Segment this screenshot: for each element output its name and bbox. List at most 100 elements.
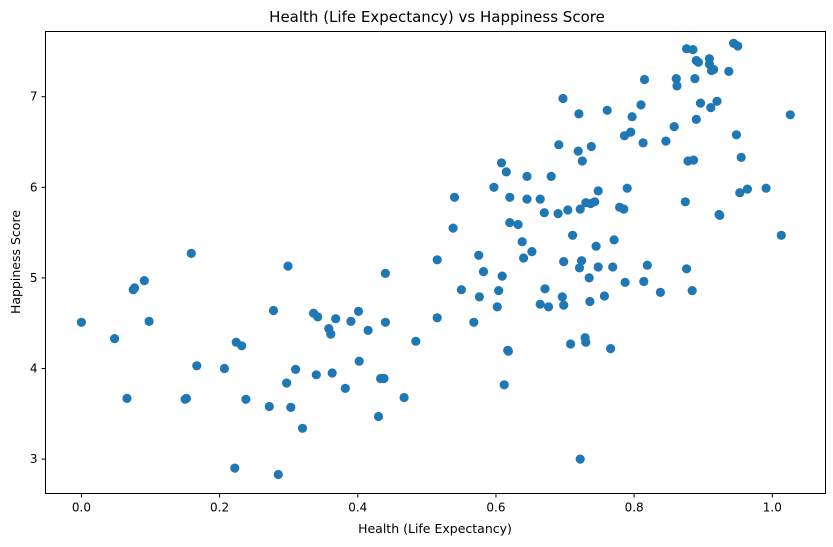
data-point xyxy=(122,393,132,403)
data-point xyxy=(379,373,389,384)
data-point xyxy=(497,271,507,281)
x-tick-label: 0.2 xyxy=(210,501,229,515)
data-point xyxy=(563,205,573,215)
data-point xyxy=(411,336,421,346)
data-point xyxy=(283,261,293,271)
data-point xyxy=(559,300,569,310)
data-point xyxy=(492,302,502,312)
data-point xyxy=(691,114,701,124)
data-point xyxy=(432,313,442,323)
data-point xyxy=(642,260,652,270)
data-point xyxy=(505,218,515,228)
y-axis-ticks: 3 4 5 6 7 xyxy=(30,90,46,466)
data-point xyxy=(297,423,308,433)
data-point xyxy=(522,194,532,204)
data-point xyxy=(501,167,511,177)
data-point xyxy=(724,66,734,76)
data-point xyxy=(693,57,704,67)
y-tick-label: 7 xyxy=(30,90,38,104)
data-point xyxy=(535,194,545,204)
data-point xyxy=(110,334,120,344)
x-tick-label: 0.8 xyxy=(625,501,644,515)
data-point xyxy=(785,110,795,120)
data-point xyxy=(448,223,458,233)
data-point xyxy=(219,363,229,374)
data-point xyxy=(599,291,610,301)
data-point xyxy=(639,74,650,85)
data-point xyxy=(373,411,384,422)
x-tick-label: 0.0 xyxy=(72,501,91,515)
data-point xyxy=(715,210,725,220)
data-point xyxy=(432,255,442,265)
data-point xyxy=(503,346,513,356)
x-axis-label: Health (Life Expectancy) xyxy=(358,521,512,536)
data-point xyxy=(638,138,648,148)
data-point xyxy=(380,317,390,327)
data-point xyxy=(776,230,786,240)
data-point xyxy=(661,136,671,146)
data-point xyxy=(577,256,587,266)
data-point xyxy=(354,356,364,366)
data-point xyxy=(574,263,585,273)
data-point xyxy=(669,122,679,132)
data-point xyxy=(575,454,585,464)
data-point xyxy=(327,368,337,378)
data-point xyxy=(517,237,527,247)
data-point xyxy=(522,171,532,181)
data-point xyxy=(695,98,706,108)
data-point xyxy=(192,361,202,371)
data-point xyxy=(586,141,596,152)
data-point xyxy=(626,127,636,137)
data-point xyxy=(291,364,301,374)
plot-frame xyxy=(45,31,826,494)
data-point xyxy=(139,276,149,286)
chart-title: Health (Life Expectancy) vs Happiness Sc… xyxy=(269,8,605,26)
data-point xyxy=(241,394,251,404)
data-point xyxy=(181,393,191,403)
data-point xyxy=(499,380,509,390)
data-point xyxy=(519,253,529,263)
data-point xyxy=(346,316,356,326)
data-point xyxy=(311,370,321,380)
data-point xyxy=(735,188,745,198)
x-tick-label: 0.4 xyxy=(348,501,367,515)
x-tick-label: 0.6 xyxy=(486,501,505,515)
data-point xyxy=(513,219,523,230)
data-point xyxy=(575,204,585,214)
data-point xyxy=(736,152,746,162)
data-point xyxy=(671,74,681,84)
data-point xyxy=(505,192,515,202)
y-tick-label: 5 xyxy=(30,271,38,285)
data-point xyxy=(326,329,336,339)
data-point xyxy=(474,250,484,260)
data-point xyxy=(286,402,296,412)
data-point xyxy=(688,155,699,165)
data-point xyxy=(543,302,554,312)
data-point xyxy=(546,171,556,181)
data-point xyxy=(655,287,666,297)
x-axis-ticks: 0.0 0.2 0.4 0.6 0.8 1.0 xyxy=(72,493,782,515)
data-point xyxy=(558,93,568,104)
data-point xyxy=(559,257,569,267)
data-point xyxy=(449,192,460,202)
data-points xyxy=(76,38,795,480)
y-axis-label: Happiness Score xyxy=(8,210,23,314)
data-point xyxy=(557,292,567,302)
data-point xyxy=(680,197,690,207)
data-point xyxy=(553,209,563,219)
y-tick-label: 3 xyxy=(30,452,38,466)
data-point xyxy=(593,186,603,196)
data-point xyxy=(706,103,716,113)
data-point xyxy=(682,264,692,274)
x-tick-label: 1.0 xyxy=(763,501,782,515)
data-point xyxy=(731,130,742,140)
data-point xyxy=(237,341,247,351)
data-point xyxy=(76,317,86,327)
data-point xyxy=(687,286,697,296)
data-point xyxy=(733,41,743,51)
data-point xyxy=(527,247,537,257)
data-point xyxy=(230,463,240,473)
data-point xyxy=(380,268,390,278)
data-point xyxy=(591,241,601,251)
data-point xyxy=(581,337,591,347)
